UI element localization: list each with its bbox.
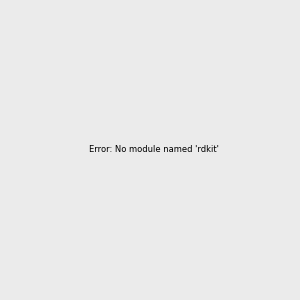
Text: Error: No module named 'rdkit': Error: No module named 'rdkit' [89,145,219,154]
